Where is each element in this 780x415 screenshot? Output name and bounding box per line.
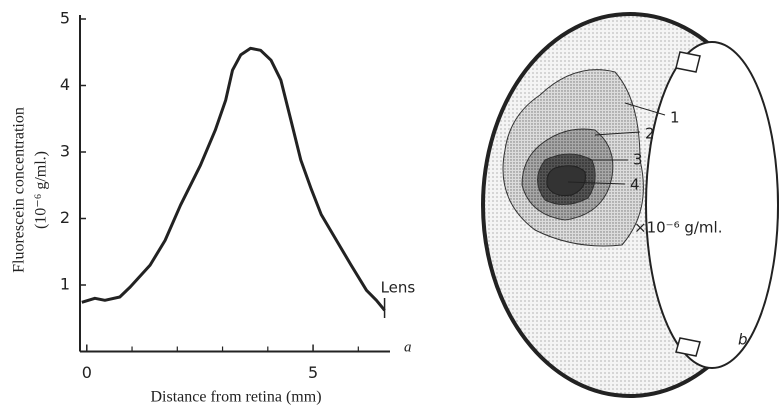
y-tick-label: 2 — [60, 208, 70, 227]
unit-label: ×10⁻⁶ g/ml. — [634, 219, 722, 237]
y-tick-label: 1 — [60, 275, 70, 294]
data-line — [82, 48, 385, 310]
eye-diagram: 1 2 3 4 ×10⁻⁶ g/ml. b — [483, 14, 778, 396]
y-axis-unit: (10⁻⁶ g/ml.) — [33, 151, 50, 229]
panel-label: b — [738, 331, 748, 349]
panel-label: a — [404, 339, 412, 355]
figure: Fluorescein concentration (10⁻⁶ g/ml.) D… — [0, 0, 780, 410]
x-tick-label: 5 — [308, 363, 318, 382]
contour-label: 4 — [630, 176, 640, 194]
x-axis-label: Distance from retina (mm) — [150, 389, 321, 406]
x-tick-label: 0 — [82, 363, 92, 382]
lens — [646, 42, 778, 368]
contour-label: 1 — [670, 109, 680, 127]
contour-label: 2 — [645, 125, 655, 143]
annotation: Lens — [381, 279, 416, 297]
line-chart: Fluorescein concentration (10⁻⁶ g/ml.) D… — [11, 9, 416, 406]
y-tick-label: 4 — [60, 75, 70, 94]
y-tick-label: 3 — [60, 142, 70, 161]
contour-label: 3 — [633, 151, 643, 169]
y-tick-label: 5 — [60, 9, 70, 28]
y-axis-label: Fluorescein concentration — [11, 107, 28, 273]
